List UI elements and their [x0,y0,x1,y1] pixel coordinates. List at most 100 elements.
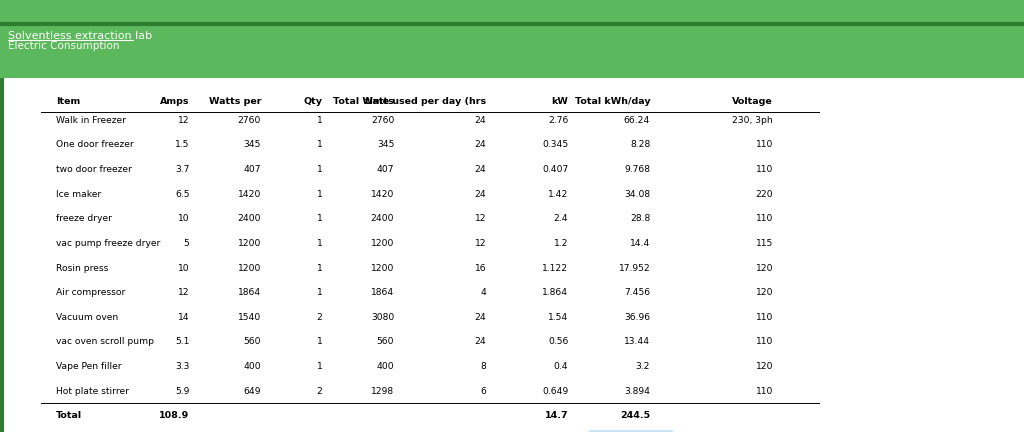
Text: 0.649: 0.649 [542,387,568,396]
Text: 6: 6 [480,387,486,396]
Text: freeze dryer: freeze dryer [56,214,113,223]
Text: 560: 560 [377,337,394,346]
Text: 2.76: 2.76 [548,116,568,125]
Text: 6.5: 6.5 [175,190,189,199]
Text: 24: 24 [475,116,486,125]
Text: 1: 1 [316,264,323,273]
Text: 0.4: 0.4 [554,362,568,371]
Text: 14: 14 [178,313,189,322]
Text: 14.4: 14.4 [630,239,650,248]
Text: Electric Consumption: Electric Consumption [8,41,120,51]
Text: 1.5: 1.5 [175,140,189,149]
Text: Air compressor: Air compressor [56,288,126,297]
Text: 220: 220 [756,190,773,199]
Text: 1864: 1864 [238,288,261,297]
Text: 1: 1 [316,140,323,149]
Text: 1: 1 [316,239,323,248]
Text: 108.9: 108.9 [159,411,189,420]
Text: 649: 649 [244,387,261,396]
Text: kW: kW [552,97,568,106]
Text: 1200: 1200 [371,264,394,273]
Text: 1420: 1420 [238,190,261,199]
Text: 120: 120 [756,288,773,297]
Text: 0.56: 0.56 [548,337,568,346]
Text: 110: 110 [756,313,773,322]
Text: 17.952: 17.952 [618,264,650,273]
Text: 24: 24 [475,140,486,149]
Text: vac oven scroll pump: vac oven scroll pump [56,337,155,346]
Text: 2: 2 [316,387,323,396]
Text: 24: 24 [475,190,486,199]
Text: Hot plate stirrer: Hot plate stirrer [56,387,129,396]
Text: 34.08: 34.08 [624,190,650,199]
Text: two door freezer: two door freezer [56,165,132,174]
Text: 12: 12 [178,288,189,297]
Text: 1: 1 [316,214,323,223]
Text: 230, 3ph: 230, 3ph [732,116,773,125]
Text: 3.7: 3.7 [175,165,189,174]
Text: 1298: 1298 [371,387,394,396]
Text: 36.96: 36.96 [624,313,650,322]
Text: 3.2: 3.2 [636,362,650,371]
Text: 5: 5 [183,239,189,248]
Text: 1.122: 1.122 [542,264,568,273]
Text: 1.864: 1.864 [542,288,568,297]
Text: 1: 1 [316,362,323,371]
Text: 24: 24 [475,313,486,322]
Text: Vacuum oven: Vacuum oven [56,313,119,322]
Text: Total: Total [56,411,83,420]
Text: 1: 1 [316,116,323,125]
Text: 10: 10 [178,264,189,273]
Text: 345: 345 [377,140,394,149]
Text: 28.8: 28.8 [630,214,650,223]
Text: 1: 1 [316,165,323,174]
Text: 1200: 1200 [238,264,261,273]
Text: 400: 400 [377,362,394,371]
Text: time used per day (hrs: time used per day (hrs [366,97,486,106]
Text: 0.345: 0.345 [542,140,568,149]
Text: 115: 115 [756,239,773,248]
Text: 110: 110 [756,165,773,174]
Text: 1: 1 [316,288,323,297]
Text: 110: 110 [756,214,773,223]
Text: vac pump freeze dryer: vac pump freeze dryer [56,239,161,248]
Text: One door freezer: One door freezer [56,140,134,149]
Text: 1540: 1540 [238,313,261,322]
Text: Watts per: Watts per [209,97,261,106]
Text: 407: 407 [377,165,394,174]
Text: 7.456: 7.456 [624,288,650,297]
Text: 1: 1 [316,337,323,346]
Text: 12: 12 [178,116,189,125]
Text: 345: 345 [244,140,261,149]
Text: 2400: 2400 [371,214,394,223]
Text: 8.28: 8.28 [630,140,650,149]
Text: Amps: Amps [160,97,189,106]
Text: 5.1: 5.1 [175,337,189,346]
Text: 407: 407 [244,165,261,174]
Text: 2: 2 [316,313,323,322]
Text: 2.4: 2.4 [554,214,568,223]
Text: 110: 110 [756,337,773,346]
Text: Item: Item [56,97,81,106]
Text: 14.7: 14.7 [545,411,568,420]
Text: 3.3: 3.3 [175,362,189,371]
Text: Solventless extraction lab: Solventless extraction lab [8,31,153,41]
Text: 1864: 1864 [371,288,394,297]
Text: 66.24: 66.24 [624,116,650,125]
Text: Rosin press: Rosin press [56,264,109,273]
Text: Walk in Freezer: Walk in Freezer [56,116,126,125]
Text: 1.2: 1.2 [554,239,568,248]
Text: 1420: 1420 [371,190,394,199]
Text: 110: 110 [756,387,773,396]
Text: 244.5: 244.5 [621,411,650,420]
Text: 120: 120 [756,264,773,273]
Text: 9.768: 9.768 [625,165,650,174]
Text: 0.407: 0.407 [542,165,568,174]
Text: 10: 10 [178,214,189,223]
Text: 24: 24 [475,337,486,346]
Text: 110: 110 [756,140,773,149]
Text: 1200: 1200 [238,239,261,248]
Text: 120: 120 [756,362,773,371]
Text: 2760: 2760 [371,116,394,125]
Text: 16: 16 [475,264,486,273]
